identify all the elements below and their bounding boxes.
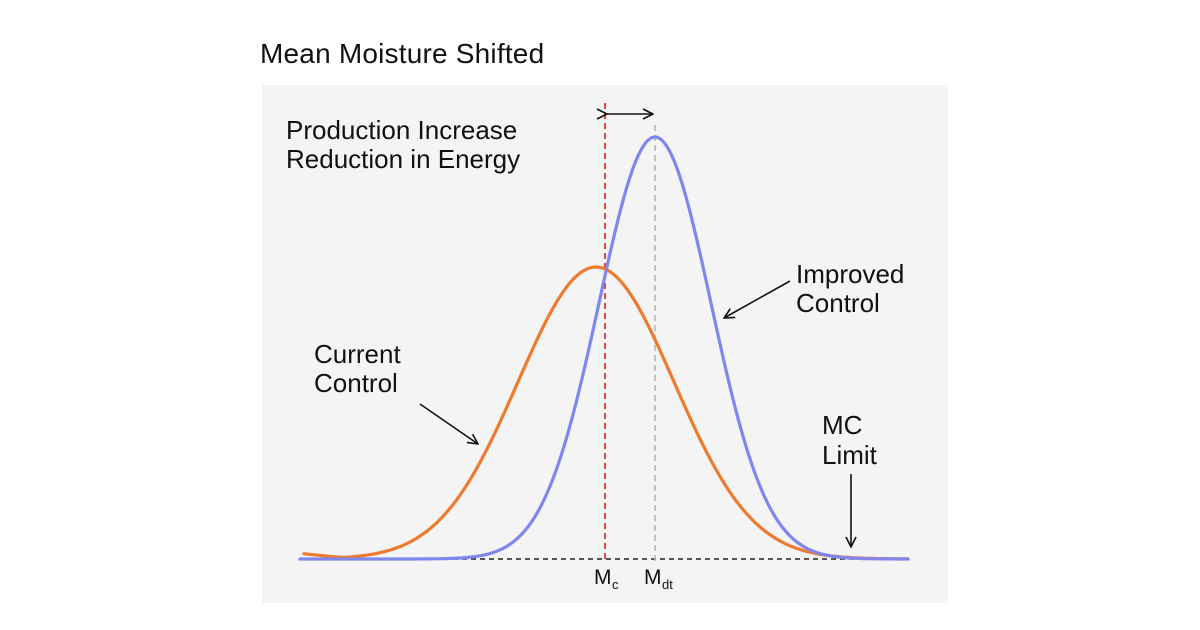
improved-control-label-line2: Control — [796, 288, 880, 318]
mc-limit-label-line1: MC — [822, 410, 862, 440]
mc-axis-label: M — [594, 566, 612, 589]
mc-limit-label-line2: Limit — [822, 440, 878, 470]
improved-control-label-line1: Improved — [796, 259, 904, 289]
page-title: Mean Moisture Shifted — [260, 38, 545, 69]
reduction-energy-label: Reduction in Energy — [286, 144, 520, 174]
current-control-arrow — [419, 403, 478, 444]
mc-axis-subscript: c — [612, 577, 619, 592]
production-increase-label: Production Increase — [286, 115, 517, 145]
improved-control-arrow — [724, 280, 791, 318]
current-control-label-line1: Current — [314, 339, 401, 369]
improved-control-curve — [298, 135, 910, 561]
mdt-axis-subscript: dt — [662, 577, 673, 592]
mdt-axis-label: M — [644, 566, 662, 589]
current-control-label-line2: Control — [314, 368, 398, 398]
